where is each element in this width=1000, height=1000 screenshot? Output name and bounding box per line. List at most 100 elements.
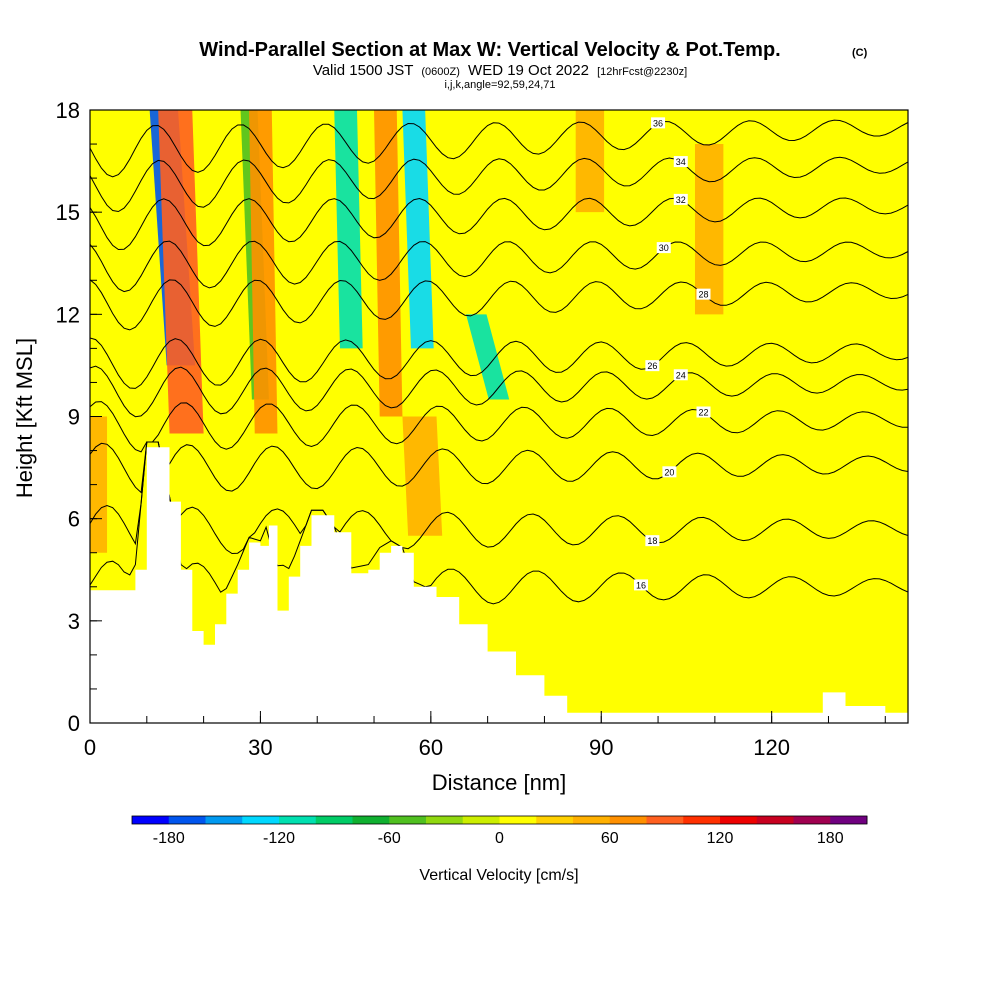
isentrope-label: 36 <box>653 118 663 128</box>
colorbar-bin <box>536 816 574 824</box>
isentrope-line <box>90 337 908 389</box>
y-tick-label: 15 <box>56 200 80 225</box>
colorbar-bin <box>132 816 170 824</box>
isentrope-label: 24 <box>676 370 686 380</box>
isentrope-line <box>90 401 908 453</box>
colorbar-bin <box>279 816 317 824</box>
chart-title-group: Wind-Parallel Section at Max W: Vertical… <box>199 39 867 91</box>
subtitle-forecast: [12hrFcst@2230z] <box>597 66 687 78</box>
y-tick-label: 12 <box>56 302 80 327</box>
velocity-band <box>249 110 278 434</box>
chart-subtitle: Valid 1500 JST (0600Z) WED 19 Oct 2022 [… <box>313 62 687 79</box>
colorbar-tick-label: -60 <box>378 830 401 847</box>
velocity-band <box>466 314 510 400</box>
isentrope-label-bg <box>645 535 660 547</box>
isentrope-label-bg <box>645 360 660 372</box>
y-axis-label: Height [Kft MSL] <box>12 338 37 498</box>
isentrope-label: 30 <box>659 243 669 253</box>
isentrope-label-bg <box>634 579 649 591</box>
colorbar-label: Vertical Velocity [cm/s] <box>419 867 578 884</box>
velocity-band <box>158 110 204 434</box>
isentrope-label: 22 <box>698 408 708 418</box>
isentrope-label-bg <box>696 288 711 300</box>
colorbar-bin <box>573 816 611 824</box>
colorbar-bin <box>242 816 280 824</box>
colorbar-bin <box>646 816 684 824</box>
isentrope-label: 16 <box>636 580 646 590</box>
isentrope-label-bg <box>673 369 688 381</box>
velocity-band <box>334 110 363 349</box>
colorbar-tick-label: 180 <box>817 830 844 847</box>
colorbar-tick-label: 60 <box>601 830 619 847</box>
isentrope-line <box>90 279 908 331</box>
y-tick-label: 3 <box>68 609 80 634</box>
y-axis: 0 3 6 9 12 15 18 <box>56 98 102 736</box>
isentrope-line <box>90 156 908 213</box>
colorbar-tick-label: 0 <box>495 830 504 847</box>
colorbar-tick-label: -120 <box>263 830 295 847</box>
isentrope-line <box>90 119 908 178</box>
section-indices: i,j,k,angle=92,59,24,71 <box>444 79 555 91</box>
plot-area: 16 18 20 22 24 26 28 30 32 34 36 <box>90 110 908 723</box>
subtitle-date: WED 19 Oct 2022 <box>468 62 589 79</box>
colorbar-bin <box>499 816 537 824</box>
colorbar-bin <box>683 816 721 824</box>
colorbar-tick-label: -180 <box>153 830 185 847</box>
colorbar-bin <box>168 816 206 824</box>
x-tick-label: 30 <box>248 735 272 760</box>
colorbar-bin <box>720 816 758 824</box>
isentrope-label-bg <box>656 242 671 254</box>
colorbar-bin <box>830 816 868 824</box>
isentrope-label: 18 <box>647 536 657 546</box>
y-tick-label: 0 <box>68 711 80 736</box>
isentrope-line <box>90 441 908 494</box>
field-background <box>90 110 908 723</box>
colorbar-tick-label: 120 <box>707 830 734 847</box>
subtitle-valid-time: Valid 1500 JST <box>313 62 413 79</box>
x-tick-label: 90 <box>589 735 613 760</box>
x-axis-label: Distance [nm] <box>432 770 567 795</box>
isentrope-label: 26 <box>647 361 657 371</box>
y-tick-label: 6 <box>68 507 80 532</box>
isentrope-label-bg <box>673 193 688 205</box>
x-axis: 0 30 60 90 120 <box>84 711 886 760</box>
colorbar-bin <box>389 816 427 824</box>
isentrope-label: 32 <box>676 195 686 205</box>
colorbar-bin <box>462 816 500 824</box>
isentrope-contours: 16 18 20 22 24 26 28 30 32 34 36 <box>90 117 908 605</box>
velocity-band <box>402 416 443 536</box>
chart-title: Wind-Parallel Section at Max W: Vertical… <box>199 39 780 61</box>
isentrope-label-bg <box>662 466 677 478</box>
velocity-band <box>374 110 403 417</box>
colorbar-bin <box>352 816 390 824</box>
subtitle-utc-time: (0600Z) <box>421 66 460 78</box>
isentrope-label: 20 <box>664 467 674 477</box>
velocity-band <box>575 110 605 213</box>
copyright-mark: (C) <box>852 47 868 59</box>
velocity-band <box>694 144 724 315</box>
isentrope-label-bg <box>696 406 711 418</box>
isentrope-label: 34 <box>676 157 686 167</box>
isentrope-line <box>90 365 908 418</box>
isentrope-line <box>90 197 908 251</box>
y-tick-label: 18 <box>56 98 80 123</box>
colorbar-bin <box>793 816 831 824</box>
x-tick-label: 120 <box>753 735 790 760</box>
colorbar-bin <box>315 816 353 824</box>
colorbar-bin <box>756 816 794 824</box>
isentrope-label-bg <box>651 117 666 129</box>
terrain-mask <box>90 447 908 723</box>
x-tick-label: 0 <box>84 735 96 760</box>
isentrope-line <box>90 441 908 605</box>
isentrope-label-bg <box>673 156 688 168</box>
isentrope-label: 28 <box>698 290 708 300</box>
isentrope-line <box>90 441 908 555</box>
colorbar-bin <box>426 816 464 824</box>
colorbar-frame <box>131 815 868 825</box>
isentrope-line <box>90 240 908 293</box>
colorbar-bin <box>205 816 243 824</box>
colorbar-bin <box>609 816 647 824</box>
colorbar: -180 -120 -60 0 60 120 180 <box>131 815 868 847</box>
velocity-band <box>402 110 434 349</box>
